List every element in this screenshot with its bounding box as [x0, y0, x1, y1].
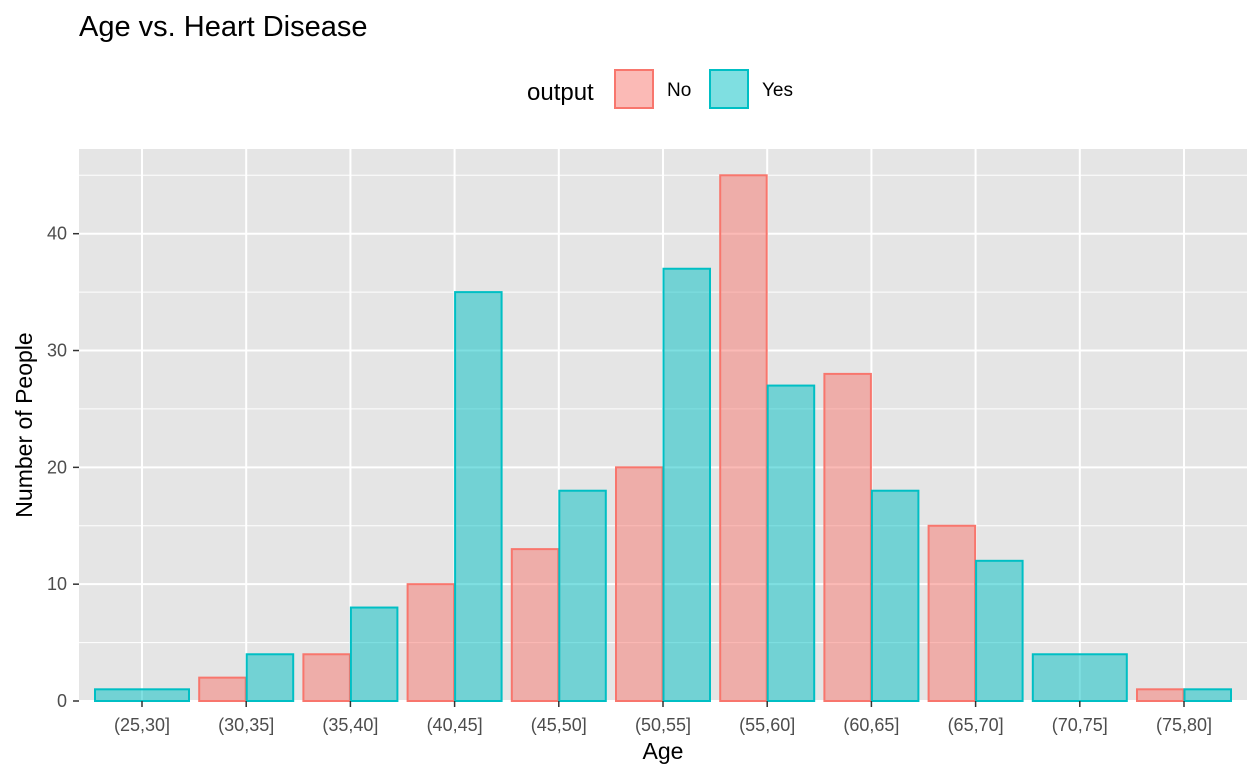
legend-title: output: [527, 79, 594, 106]
bar-yes-9: [1031, 653, 1128, 702]
legend: output No Yes: [527, 69, 793, 109]
bar-yes-4: [558, 489, 607, 703]
bar-no-8: [927, 524, 977, 702]
gridlines: [79, 149, 1247, 702]
y-axis-title: Number of People: [11, 332, 37, 517]
bar-yes-1: [245, 653, 295, 702]
x-tick-label: (45,50]: [531, 715, 587, 735]
bar-no-5: [615, 466, 664, 702]
legend-key-no: [614, 69, 654, 109]
bar-no-6: [719, 174, 768, 703]
legend-label-no: No: [667, 80, 691, 101]
x-tick-label: (70,75]: [1052, 715, 1108, 735]
bar-no-7: [823, 372, 872, 702]
bar-yes-2: [349, 606, 399, 702]
y-tick-label: 10: [47, 574, 67, 594]
chart-title: Age vs. Heart Disease: [79, 11, 368, 43]
x-tick-label: (60,65]: [843, 715, 899, 735]
bar-yes-3: [454, 291, 503, 702]
x-tick-label: (50,55]: [635, 715, 691, 735]
legend-key-yes: [709, 69, 749, 109]
bar-yes-6: [766, 384, 816, 702]
bar-no-2: [302, 653, 351, 702]
bar-yes-7: [870, 489, 920, 703]
x-tick-label: (55,60]: [739, 715, 795, 735]
bar-yes-5: [662, 267, 711, 702]
bar-yes-10: [1183, 688, 1232, 702]
legend-label-yes: Yes: [762, 80, 793, 101]
x-tick-label: (40,45]: [427, 715, 483, 735]
bar-no-10: [1136, 688, 1185, 702]
x-tick-label: (65,70]: [948, 715, 1004, 735]
y-tick-label: 30: [47, 341, 67, 361]
bars: [94, 174, 1232, 703]
x-tick-label: (75,80]: [1156, 715, 1212, 735]
x-tick-label: (35,40]: [322, 715, 378, 735]
bar-no-3: [406, 583, 456, 703]
bar-no-4: [510, 548, 560, 703]
y-axis: 0 10 20 30 40: [47, 224, 79, 711]
bar-yes-8: [975, 559, 1024, 702]
y-tick-label: 20: [47, 457, 67, 477]
x-axis-title: Age: [643, 738, 684, 764]
y-tick-label: 40: [47, 224, 67, 244]
y-tick-label: 0: [57, 691, 67, 711]
bar-no-1: [198, 676, 247, 703]
x-tick-label: (25,30]: [114, 715, 170, 735]
bar-yes-0: [94, 688, 190, 702]
x-axis: (25,30] (30,35] (35,40] (40,45] (45,50] (50,5…: [114, 701, 1212, 735]
x-tick-label: (30,35]: [218, 715, 274, 735]
